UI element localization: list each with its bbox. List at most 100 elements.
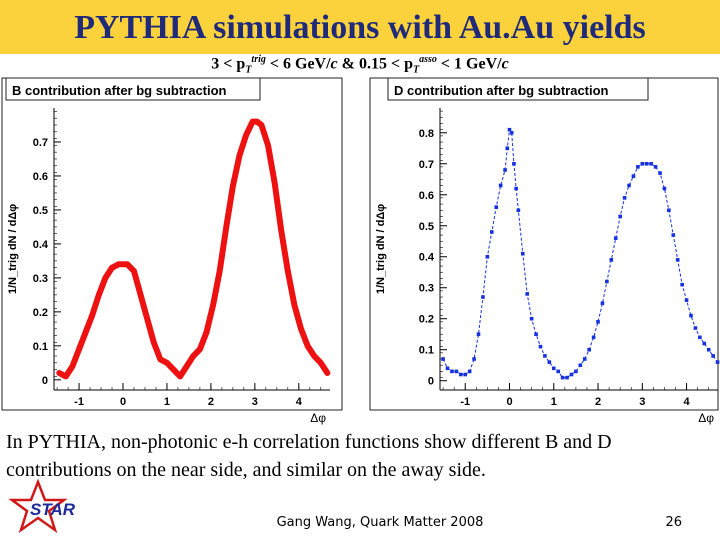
b-chart-svg: B contribution after bg subtraction 0 0.1 0…: [1, 77, 343, 425]
d-data-point: [653, 165, 658, 169]
d-data-point: [689, 313, 693, 318]
x-tick-label: 3: [639, 396, 645, 408]
d-data-point: [534, 332, 538, 337]
d-data-point: [467, 369, 472, 374]
d-data-point: [547, 360, 552, 364]
footer-text: Gang Wang, Quark Matter 2008: [276, 515, 484, 530]
b-data-point: [258, 122, 264, 128]
chart-frame: [1, 77, 343, 411]
subtitle-part: trig: [251, 54, 266, 65]
b-data-point: [291, 302, 297, 308]
d-data-point: [485, 254, 490, 259]
d-data-point: [520, 251, 525, 256]
b-data-point: [124, 261, 130, 267]
b-data-point: [311, 353, 317, 359]
b-data-point: [83, 329, 89, 335]
subtitle-part: & 0.15 < p: [337, 55, 413, 73]
subtitle-part: 3 < p: [211, 55, 246, 73]
y-tick-label: 0.3: [419, 283, 434, 295]
subtitle-part: c: [330, 55, 338, 73]
b-data-point: [69, 363, 75, 369]
chart-title-box: [387, 77, 649, 101]
d-data-point: [476, 332, 481, 337]
b-data-point: [285, 268, 291, 274]
d-data-point: [445, 366, 450, 371]
x-tick-label: 4: [684, 396, 691, 408]
d-data-point: [556, 369, 560, 374]
d-data-point: [675, 258, 680, 262]
d-data-point: [509, 130, 514, 135]
b-data-point: [272, 180, 278, 186]
y-tick-label: 0.6: [33, 171, 48, 183]
b-data-point: [250, 119, 256, 125]
b-data-point: [204, 329, 210, 335]
d-data-point: [514, 186, 518, 191]
d-data-point: [441, 357, 445, 361]
d-data-point: [684, 298, 689, 302]
d-data-point: [613, 236, 618, 240]
slide-title: PYTHIA simulations with Au.Au yields: [74, 9, 646, 46]
y-tick-label: 0.6: [419, 190, 434, 202]
b-data-point: [243, 132, 249, 138]
d-data-point: [698, 335, 702, 340]
d-data-point: [525, 292, 530, 296]
d-data-point: [627, 183, 631, 188]
d-data-point: [582, 357, 587, 361]
chart-title-box: [5, 77, 261, 101]
x-tick-label: -1: [74, 396, 84, 408]
b-data-point: [324, 370, 330, 376]
y-tick-label: 0.7: [419, 159, 434, 171]
b-data-point: [217, 268, 223, 274]
b-data-point: [120, 261, 126, 267]
x-tick-label: -1: [460, 396, 470, 408]
subtitle-part: T: [245, 64, 252, 76]
x-tick-label: 2: [595, 396, 601, 408]
star-logo: STAR: [8, 478, 76, 534]
y-tick-label: 0: [428, 376, 434, 388]
y-tick-label: 0.3: [33, 273, 48, 285]
b-data-point: [278, 227, 284, 233]
b-data-point: [177, 373, 183, 379]
d-data-point: [693, 326, 698, 330]
b-data-point: [298, 326, 304, 332]
subtitle-part: < 1 GeV/: [436, 55, 502, 73]
b-data-point: [157, 356, 163, 362]
d-data-point: [702, 341, 707, 346]
b-data-point: [96, 292, 102, 298]
slide-subtitle: 3 < pTtrig < 6 GeV/c & 0.15 < pTasso < 1…: [0, 54, 720, 76]
page-number: 26: [665, 515, 682, 530]
x-tick-label: 1: [164, 396, 170, 408]
x-tick-label: 0: [120, 396, 126, 408]
d-data-point: [671, 233, 676, 237]
b-data-point: [230, 183, 236, 189]
b-data-point: [164, 360, 170, 366]
y-tick-label: 0.1: [419, 345, 434, 357]
subtitle-part: < 6 GeV/: [265, 55, 331, 73]
y-tick-label: 0.2: [419, 314, 434, 326]
b-data-point: [76, 346, 82, 352]
d-data-point: [516, 208, 521, 213]
y-tick-label: 0.4: [419, 252, 435, 264]
subtitle-part: asso: [419, 54, 437, 65]
x-tick-label: 0: [506, 396, 512, 408]
d-data-point: [459, 372, 463, 377]
d-contribution-chart: D contribution after bg subtraction 0 0.1 0…: [368, 72, 720, 425]
d-data-point: [658, 171, 662, 175]
d-data-point: [596, 320, 600, 324]
y-tick-label: 0.5: [419, 221, 434, 233]
b-data-point: [305, 343, 311, 349]
star-shape: [8, 478, 68, 534]
d-chart-svg: D contribution after bg subtraction 0 0.1 0…: [369, 77, 720, 425]
d-data-point: [706, 347, 711, 352]
d-data-point: [503, 168, 507, 172]
b-data-point: [144, 316, 150, 322]
b-data-point: [116, 261, 122, 267]
star-logo-text: STAR: [30, 500, 76, 519]
b-data-point: [236, 153, 242, 159]
d-data-point: [463, 372, 468, 377]
slide-caption: In PYTHIA, non-photonic e-h correlation …: [6, 431, 612, 481]
y-tick-label: 0.2: [33, 307, 48, 319]
b-data-point: [184, 363, 190, 369]
d-data-point: [711, 354, 715, 358]
d-data-point: [640, 161, 645, 166]
